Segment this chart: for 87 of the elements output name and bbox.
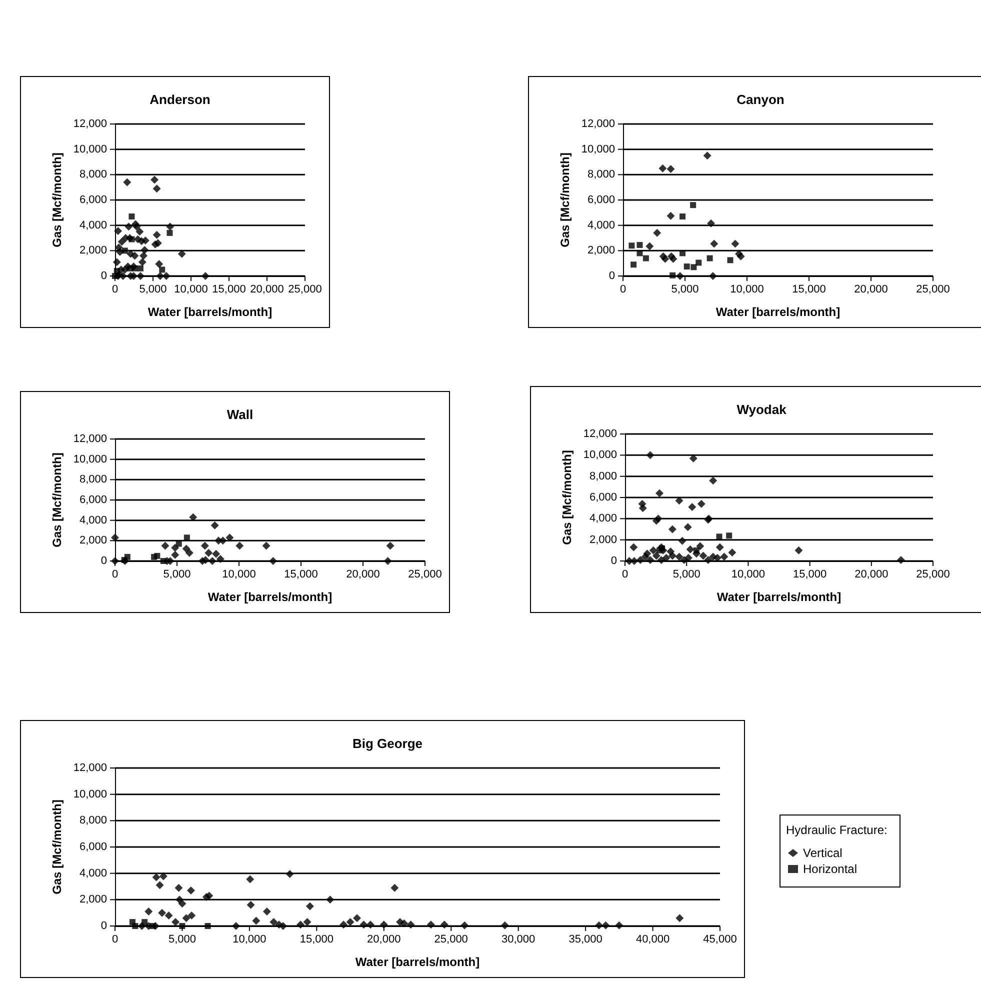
legend-title: Hydraulic Fracture: xyxy=(786,823,888,837)
x-axis-title: Water [barrels/month] xyxy=(208,590,332,604)
y-axis-title: Gas [Mcf/month] xyxy=(50,452,64,548)
y-tick-label: 2,000 xyxy=(79,894,107,906)
x-tick-label: 10,000 xyxy=(730,284,764,296)
y-tick-label: 4,000 xyxy=(79,219,107,232)
x-tick-label: 20,000 xyxy=(854,284,888,296)
x-tick-label: 10,000 xyxy=(731,568,766,580)
chart-title: Big George xyxy=(352,736,423,751)
x-tick-label: 15,000 xyxy=(792,568,827,580)
x-tick-label: 25,000 xyxy=(434,934,468,946)
x-tick-label: 15,000 xyxy=(300,934,334,946)
y-tick-label: 4,000 xyxy=(79,867,107,880)
y-tick-label: 12,000 xyxy=(73,762,107,774)
y-axis-title: Gas [Mcf/month] xyxy=(558,152,572,248)
x-tick-label: 20,000 xyxy=(854,568,888,580)
x-tick-label: 25,000 xyxy=(288,284,322,296)
x-tick-label: 40,000 xyxy=(636,934,670,946)
y-axis-title: Gas [Mcf/month] xyxy=(50,800,64,894)
chart-title: Canyon xyxy=(736,92,784,107)
x-tick-label: 0 xyxy=(622,568,628,580)
y-tick-label: 2,000 xyxy=(79,244,107,257)
x-tick-label: 0 xyxy=(112,934,118,946)
x-tick-label: 15,000 xyxy=(284,568,318,580)
x-tick-label: 10,000 xyxy=(232,934,266,946)
x-axis-title: Water [barrels/month] xyxy=(148,305,272,319)
x-tick-label: 0 xyxy=(112,284,118,296)
x-tick-label: 20,000 xyxy=(346,568,380,580)
y-tick-label: 10,000 xyxy=(583,449,617,462)
chart-title: Wall xyxy=(226,407,254,422)
y-tick-label: 4,000 xyxy=(587,219,615,232)
x-tick-label: 20,000 xyxy=(250,284,284,296)
y-tick-label: 0 xyxy=(100,920,107,932)
x-tick-label: 0 xyxy=(112,568,118,580)
x-axis-title: Water [barrels/month] xyxy=(716,305,840,319)
y-tick-label: 0 xyxy=(100,555,107,567)
x-tick-label: 20,000 xyxy=(367,934,401,946)
y-tick-label: 8,000 xyxy=(587,168,615,181)
y-axis-title: Gas [Mcf/month] xyxy=(50,152,64,248)
y-tick-label: 0 xyxy=(608,270,615,282)
x-tick-label: 10,000 xyxy=(222,568,256,580)
x-tick-label: 25,000 xyxy=(916,568,950,580)
x-tick-label: 0 xyxy=(620,284,626,296)
y-tick-label: 6,000 xyxy=(79,841,107,853)
x-tick-label: 45,000 xyxy=(703,934,737,946)
y-tick-label: 10,000 xyxy=(73,453,107,466)
y-tick-label: 0 xyxy=(610,555,617,567)
y-tick-label: 6,000 xyxy=(589,492,617,504)
y-tick-label: 8,000 xyxy=(589,470,617,482)
y-tick-label: 8,000 xyxy=(79,474,107,486)
y-axis-title: Gas [Mcf/month] xyxy=(560,450,574,545)
chart-title: Wyodak xyxy=(736,402,788,417)
x-tick-label: 5,000 xyxy=(163,568,191,580)
y-tick-label: 4,000 xyxy=(589,512,617,525)
y-tick-label: 12,000 xyxy=(73,118,107,130)
x-tick-label: 10,000 xyxy=(174,284,208,296)
y-tick-label: 6,000 xyxy=(587,194,615,206)
y-tick-label: 12,000 xyxy=(73,433,107,445)
x-tick-label: 15,000 xyxy=(212,284,246,296)
x-tick-label: 15,000 xyxy=(792,284,826,296)
y-tick-label: 6,000 xyxy=(79,494,107,506)
x-tick-label: 25,000 xyxy=(916,284,950,296)
x-tick-label: 25,000 xyxy=(408,568,442,580)
y-tick-label: 10,000 xyxy=(581,143,615,156)
y-tick-label: 8,000 xyxy=(79,814,107,827)
y-tick-label: 8,000 xyxy=(79,168,107,181)
x-axis-title: Water [barrels/month] xyxy=(716,590,842,604)
legend-label: Horizontal xyxy=(803,862,858,876)
y-tick-label: 6,000 xyxy=(79,194,107,206)
y-tick-label: 2,000 xyxy=(589,534,617,546)
x-tick-label: 5,000 xyxy=(139,284,167,296)
x-axis-title: Water [barrels/month] xyxy=(355,955,480,969)
y-tick-label: 0 xyxy=(100,270,107,282)
x-tick-label: 5,000 xyxy=(168,934,196,946)
legend-label: Vertical xyxy=(803,846,842,860)
chart-title: Anderson xyxy=(150,92,210,107)
y-tick-label: 2,000 xyxy=(587,244,615,257)
y-tick-label: 4,000 xyxy=(79,514,107,526)
y-tick-label: 2,000 xyxy=(79,534,107,547)
y-tick-label: 10,000 xyxy=(73,143,107,156)
y-tick-label: 10,000 xyxy=(73,788,107,800)
y-tick-label: 12,000 xyxy=(583,428,617,440)
y-tick-label: 12,000 xyxy=(581,118,615,130)
x-tick-label: 5,000 xyxy=(671,284,699,296)
x-tick-label: 30,000 xyxy=(502,934,536,946)
x-tick-label: 35,000 xyxy=(568,934,602,946)
x-tick-label: 5,000 xyxy=(672,568,700,580)
